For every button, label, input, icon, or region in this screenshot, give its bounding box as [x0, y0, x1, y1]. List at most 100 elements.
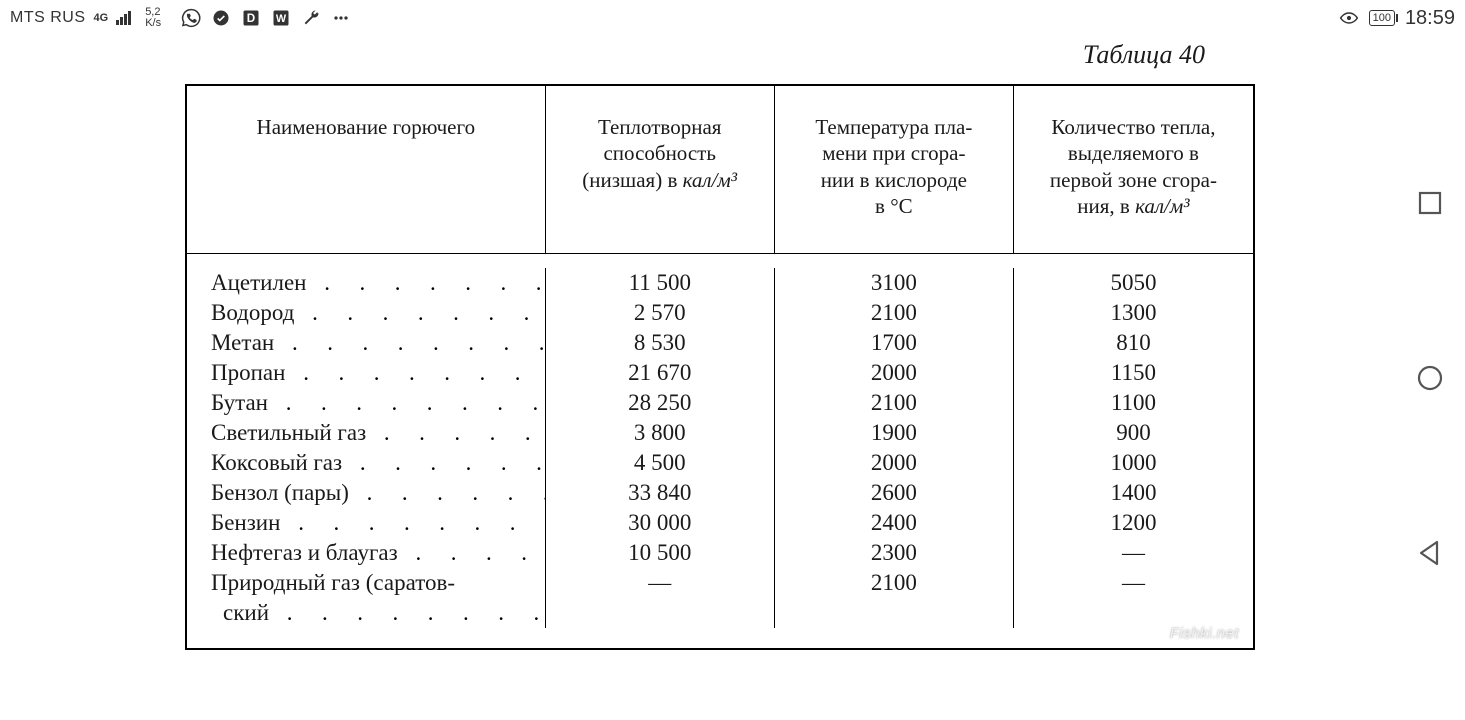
cell-name: Природный газ (саратов- — [187, 568, 546, 598]
cell-temp: 2400 — [775, 508, 1014, 538]
leader-dots: . . . . . . . . . . . . — [274, 330, 545, 356]
cell-calorific: 3 800 — [546, 418, 775, 448]
leader-dots: . . . . . . . . . . . . — [306, 270, 544, 296]
status-right: 100 18:59 — [1339, 7, 1455, 30]
leader-dots: . . . . . . . . . . . . — [342, 450, 545, 476]
wrench-icon — [301, 8, 321, 28]
cell-calorific: 10 500 — [546, 538, 775, 568]
col-header-temp: Температура пла-мени при сгора-нии в кис… — [775, 86, 1014, 253]
leader-dots: . . . . . . . . . . . . — [268, 390, 545, 416]
app-w-icon: W — [271, 8, 291, 28]
cell-heat: 900 — [1014, 418, 1253, 448]
table-row: Пропан . . . . . . . . . . . .21 6702000… — [187, 358, 1253, 388]
cell-heat: 1100 — [1014, 388, 1253, 418]
cell-temp: 2000 — [775, 448, 1014, 478]
fuel-label: Природный газ (саратов- — [211, 570, 455, 596]
leader-dots: . . . . . . . . . . . . — [294, 300, 544, 326]
cell-heat: 1300 — [1014, 298, 1253, 328]
cell-name: Водород . . . . . . . . . . . . — [187, 298, 546, 328]
cell-name: Метан . . . . . . . . . . . . — [187, 328, 546, 358]
cell-name: Нефтегаз и блаугаз . . . . . . . . . . .… — [187, 538, 546, 568]
fuel-label: Водород — [211, 300, 294, 326]
cell-heat: 1400 — [1014, 478, 1253, 508]
table-row: Метан . . . . . . . . . . . .8 530170081… — [187, 328, 1253, 358]
cell-temp: 2000 — [775, 358, 1014, 388]
whatsapp-icon — [181, 8, 201, 28]
cell-heat: 1000 — [1014, 448, 1253, 478]
fuel-label: Ацетилен — [211, 270, 306, 296]
table-row: Светильный газ . . . . . . . . . . . .3 … — [187, 418, 1253, 448]
cell-calorific: 21 670 — [546, 358, 775, 388]
cell-heat: 810 — [1014, 328, 1253, 358]
document-page: Таблица 40 Наименование горючего Теплотв… — [115, 40, 1325, 700]
cell-temp: 2100 — [775, 298, 1014, 328]
col-header-name-text: Наименование горючего — [257, 115, 476, 139]
check-circle-icon — [211, 8, 231, 28]
fuel-label: Бензол (пары) — [211, 480, 349, 506]
cell-calorific: 30 000 — [546, 508, 775, 538]
fuel-label: Светильный газ — [211, 420, 366, 446]
table-row: Нефтегаз и блаугаз . . . . . . . . . . .… — [187, 538, 1253, 568]
table-row: Бутан . . . . . . . . . . . .28 25021001… — [187, 388, 1253, 418]
cell-heat: — — [1014, 568, 1253, 598]
leader-dots: . . . . . . . . . . . . — [280, 510, 544, 536]
notification-icons: D W — [181, 8, 351, 28]
data-rate-bottom: K/s — [145, 18, 161, 29]
cell-heat: 5050 — [1014, 268, 1253, 298]
leader-dots: . . . . . . . . . . . . — [349, 480, 545, 506]
col-header-heat: Количество тепла,выделяемого впервой зон… — [1014, 86, 1253, 253]
cell-heat: 1200 — [1014, 508, 1253, 538]
fuel-label: Нефтегаз и блаугаз — [211, 540, 398, 566]
cell-calorific: 4 500 — [546, 448, 775, 478]
cell-heat: — — [1014, 538, 1253, 568]
table-row: Водород . . . . . . . . . . . .2 5702100… — [187, 298, 1253, 328]
fuel-label: Метан — [211, 330, 274, 356]
cell-calorific: 2 570 — [546, 298, 775, 328]
android-nav — [1395, 36, 1465, 720]
table-row: Бензол (пары) . . . . . . . . . . . .33 … — [187, 478, 1253, 508]
status-left: MTS RUS 4G 5,2 K/s D W — [10, 7, 351, 29]
network-type: 4G — [94, 12, 109, 24]
cell-calorific — [546, 598, 775, 628]
svg-text:D: D — [247, 12, 255, 25]
nav-recent-button[interactable] — [1415, 188, 1445, 218]
fuel-label: Коксовый газ — [211, 450, 342, 476]
fuel-label: ский — [223, 600, 269, 626]
cell-heat: 1150 — [1014, 358, 1253, 388]
cell-name: Бутан . . . . . . . . . . . . — [187, 388, 546, 418]
fuel-label: Бутан — [211, 390, 268, 416]
cell-temp: 2600 — [775, 478, 1014, 508]
cell-temp — [775, 598, 1014, 628]
cell-name: ский . . . . . . . . . . . . — [187, 598, 546, 628]
table-row: Коксовый газ . . . . . . . . . . . .4 50… — [187, 448, 1253, 478]
table-row: ский . . . . . . . . . . . . — [187, 598, 1253, 628]
fuel-label: Пропан — [211, 360, 285, 386]
cell-temp: 2100 — [775, 568, 1014, 598]
cell-calorific: 33 840 — [546, 478, 775, 508]
app-d-icon: D — [241, 8, 261, 28]
nav-home-button[interactable] — [1415, 363, 1445, 393]
status-bar: MTS RUS 4G 5,2 K/s D W 100 18:59 — [0, 0, 1465, 36]
cell-temp: 1900 — [775, 418, 1014, 448]
data-rate: 5,2 K/s — [145, 7, 161, 29]
fuel-label: Бензин — [211, 510, 280, 536]
svg-text:W: W — [276, 13, 287, 25]
cell-name: Коксовый газ . . . . . . . . . . . . — [187, 448, 546, 478]
cell-temp: 2100 — [775, 388, 1014, 418]
table-row: Бензин . . . . . . . . . . . .30 0002400… — [187, 508, 1253, 538]
table-body: Ацетилен . . . . . . . . . . . .11 50031… — [187, 254, 1253, 648]
leader-dots: . . . . . . . . . . . . — [398, 540, 545, 566]
table-header-row: Наименование горючего Теплотворнаяспособ… — [187, 86, 1253, 254]
nav-back-button[interactable] — [1415, 538, 1445, 568]
battery-icon: 100 — [1369, 10, 1395, 26]
table-row: Ацетилен . . . . . . . . . . . .11 50031… — [187, 268, 1253, 298]
leader-dots: . . . . . . . . . . . . — [366, 420, 545, 446]
cell-calorific: 28 250 — [546, 388, 775, 418]
cell-temp: 3100 — [775, 268, 1014, 298]
cell-name: Пропан . . . . . . . . . . . . — [187, 358, 546, 388]
cell-calorific: — — [546, 568, 775, 598]
carrier-label: MTS RUS — [10, 9, 86, 27]
cell-name: Бензол (пары) . . . . . . . . . . . . — [187, 478, 546, 508]
col-header-calorific: Теплотворнаяспособность(низшая) в кал/м³ — [546, 86, 775, 253]
signal-icon — [116, 11, 131, 25]
